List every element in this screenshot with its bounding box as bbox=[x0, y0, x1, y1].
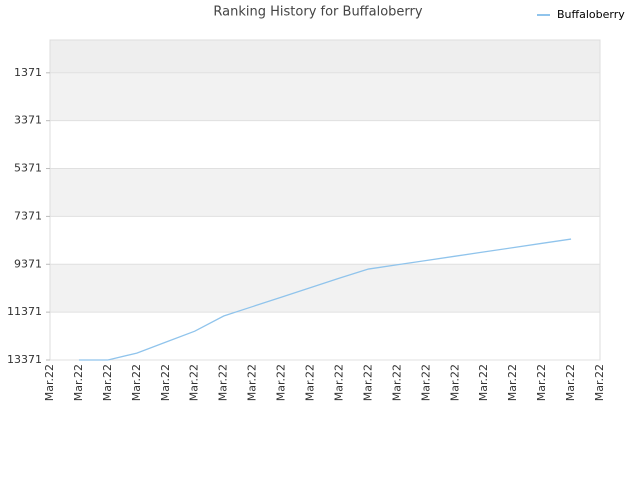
y-tick-label: 3371 bbox=[14, 114, 42, 127]
plot-band bbox=[50, 312, 600, 360]
x-tick-label: Mar.22 bbox=[304, 364, 317, 401]
x-tick-label: Mar.22 bbox=[217, 364, 230, 401]
x-tick-label: Mar.22 bbox=[159, 364, 172, 401]
x-tick-label: Mar.22 bbox=[477, 364, 490, 401]
x-tick-label: Mar.22 bbox=[130, 364, 143, 401]
x-tick-label: Mar.22 bbox=[72, 364, 85, 401]
y-tick-label: 11371 bbox=[7, 305, 42, 318]
x-tick-label: Mar.22 bbox=[593, 364, 606, 401]
x-tick-label: Mar.22 bbox=[246, 364, 259, 401]
x-tick-label: Mar.22 bbox=[101, 364, 114, 401]
x-tick-label: Mar.22 bbox=[448, 364, 461, 401]
x-tick-label: Mar.22 bbox=[43, 364, 56, 401]
x-tick-label: Mar.22 bbox=[506, 364, 519, 401]
plot-band bbox=[50, 216, 600, 265]
x-tick-label: Mar.22 bbox=[275, 364, 288, 401]
y-tick-label: 9371 bbox=[14, 257, 42, 270]
plot-band bbox=[50, 264, 600, 313]
plot-band bbox=[50, 40, 600, 73]
y-tick-label: 5371 bbox=[14, 162, 42, 175]
y-tick-label: 13371 bbox=[7, 353, 42, 366]
chart-title: Ranking History for Buffaloberry bbox=[213, 5, 422, 20]
x-tick-label: Mar.22 bbox=[332, 364, 345, 401]
x-tick-label: Mar.22 bbox=[361, 364, 374, 401]
y-tick-label: 7371 bbox=[14, 209, 42, 222]
series-line bbox=[78, 238, 572, 361]
plot-band bbox=[50, 72, 600, 121]
x-tick-label: Mar.22 bbox=[419, 364, 432, 401]
y-tick-label: 1371 bbox=[14, 66, 42, 79]
plot-band bbox=[50, 120, 600, 169]
x-tick-label: Mar.22 bbox=[535, 364, 548, 401]
x-tick-label: Mar.22 bbox=[188, 364, 201, 401]
plot-band bbox=[50, 168, 600, 217]
legend-label: Buffaloberry bbox=[557, 8, 625, 21]
x-tick-label: Mar.22 bbox=[564, 364, 577, 401]
x-tick-label: Mar.22 bbox=[390, 364, 403, 401]
